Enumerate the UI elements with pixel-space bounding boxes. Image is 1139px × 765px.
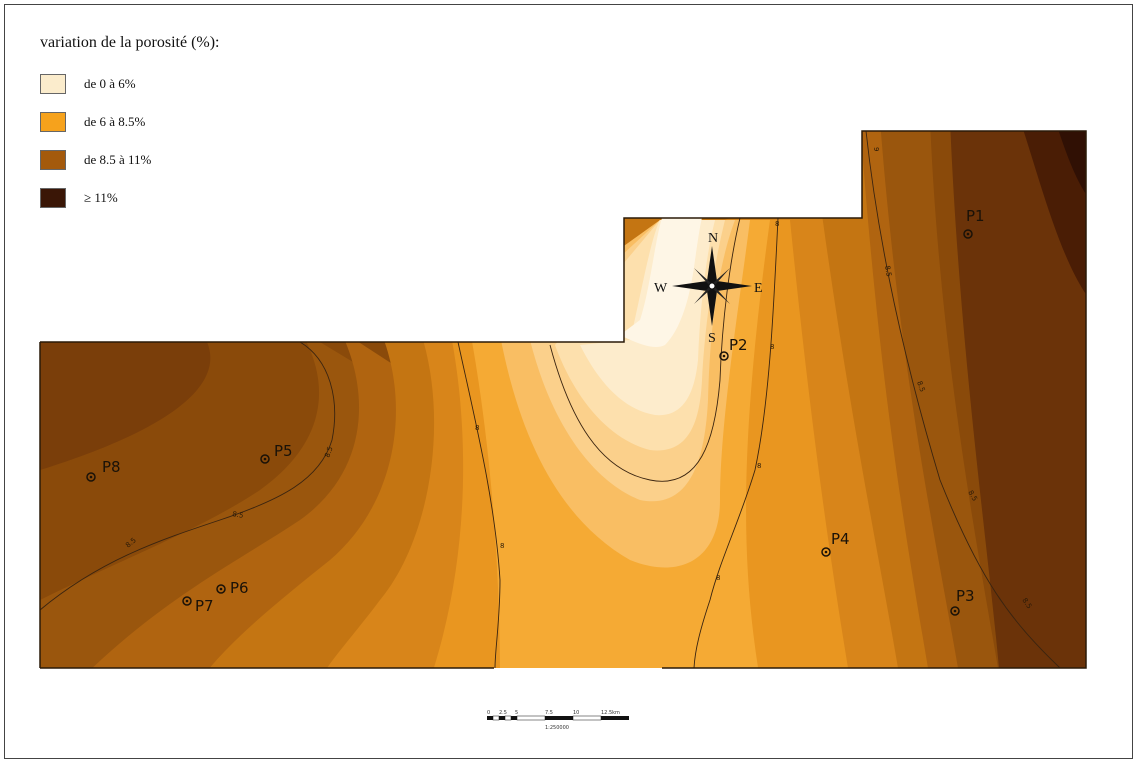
contour-label: 8 <box>475 424 479 432</box>
scale-tick-label: 10 <box>573 710 579 716</box>
well-p7: P7 <box>182 596 214 615</box>
contour-lines <box>40 131 1061 668</box>
compass-south-arrow <box>707 286 717 326</box>
compass-n-label: N <box>708 231 718 246</box>
well-marker <box>821 547 831 557</box>
well-label: P4 <box>831 530 850 548</box>
scale-tick-label: 2.5 <box>499 710 507 716</box>
legend-swatch <box>40 112 66 132</box>
well-p2: P2 <box>719 336 748 361</box>
compass-north-arrow <box>707 246 717 286</box>
well-p5: P5 <box>260 442 293 464</box>
contour-label: 8.5 <box>232 510 244 520</box>
well-label: P6 <box>230 579 249 597</box>
well-marker <box>950 606 960 616</box>
legend-label: de 0 à 6% <box>84 76 136 91</box>
contour-label: 9 <box>872 147 880 151</box>
scale-tick-label: 5 <box>515 710 518 716</box>
well-marker <box>260 454 270 464</box>
legend: variation de la porosité (%): de 0 à 6% … <box>40 34 220 208</box>
contour-label: 8.5 <box>883 265 893 277</box>
contour-label: 8 <box>757 462 761 470</box>
well-marker <box>963 229 973 239</box>
well-p3: P3 <box>950 587 975 616</box>
legend-label: de 8.5 à 11% <box>84 152 152 167</box>
legend-swatch <box>40 188 66 208</box>
well-marker <box>719 351 729 361</box>
scale-bar: 0 2.5 5 7.5 10 12.5km 1:250000 <box>487 710 629 731</box>
contour-label: 8 <box>775 220 779 228</box>
well-marker <box>86 472 96 482</box>
legend-swatch <box>40 74 66 94</box>
legend-title: variation de la porosité (%): <box>40 34 220 51</box>
well-label: P8 <box>102 458 121 476</box>
contour-label: 8.5 <box>323 445 334 458</box>
well-p1: P1 <box>963 207 985 239</box>
legend-swatch <box>40 150 66 170</box>
compass-west-arrow <box>672 281 712 291</box>
contour-label: 8.5 <box>915 380 926 393</box>
legend-label: ≥ 11% <box>84 190 118 205</box>
well-p4: P4 <box>821 530 850 557</box>
scale-tick-labels: 0 2.5 5 7.5 10 12.5km <box>487 710 620 716</box>
compass-rose: N S E W <box>654 231 763 346</box>
compass-w-label: W <box>654 281 668 296</box>
well-label: P5 <box>274 442 293 460</box>
contour-label: 8 <box>770 343 774 351</box>
compass-e-label: E <box>754 281 763 296</box>
well-marker <box>182 596 192 606</box>
scale-tick-label: 12.5km <box>601 710 620 716</box>
compass-east-arrow <box>712 281 752 291</box>
well-label: P3 <box>956 587 975 605</box>
contour-label: 8 <box>716 574 720 582</box>
well-p8: P8 <box>86 458 121 482</box>
well-label: P2 <box>729 336 748 354</box>
well-p6: P6 <box>216 579 249 597</box>
wells: P1 P2 P3 P4 P5 P6 P7 P8 <box>86 207 985 616</box>
well-label: P1 <box>966 207 985 225</box>
well-marker <box>216 584 226 594</box>
scale-ratio: 1:250000 <box>545 725 569 731</box>
compass-s-label: S <box>708 331 716 346</box>
contour-label: 8 <box>500 542 504 550</box>
scale-tick-label: 0 <box>487 710 490 716</box>
bottom-notch <box>494 669 664 671</box>
study-area-outline <box>39 130 1087 669</box>
scale-tick-label: 7.5 <box>545 710 553 716</box>
legend-label: de 6 à 8.5% <box>84 114 146 129</box>
well-label: P7 <box>195 597 214 615</box>
contour-fill <box>40 131 1086 668</box>
